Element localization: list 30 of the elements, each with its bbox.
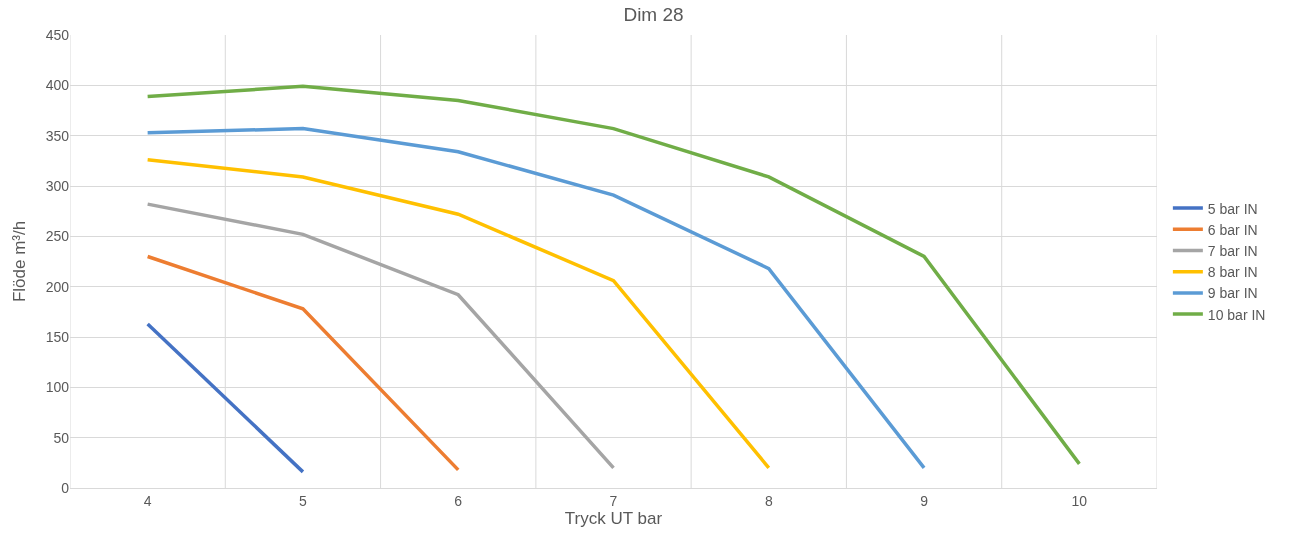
y-tick-label: 200 — [45, 278, 70, 295]
y-tick-label: 150 — [45, 328, 70, 345]
x-axis-title: Tryck UT bar — [564, 508, 663, 528]
x-tick-label: 4 — [143, 492, 152, 509]
chart-title: Dim 28 — [623, 4, 684, 26]
line-series — [145, 84, 1082, 466]
line-series — [145, 126, 926, 470]
x-tick-label: 5 — [299, 492, 308, 509]
x-tick-label: 8 — [764, 492, 773, 509]
y-tick-label: 450 — [45, 26, 70, 43]
legend-label: 10 bar IN — [1207, 306, 1266, 323]
legend-label: 6 bar IN — [1207, 221, 1258, 238]
y-axis-title: Flöde m³/h — [10, 220, 30, 303]
line-series — [145, 158, 771, 470]
line-series — [145, 202, 616, 470]
y-tick-label: 400 — [45, 77, 70, 94]
legend-label: 5 bar IN — [1207, 200, 1258, 217]
legend-label: 7 bar IN — [1207, 242, 1258, 259]
x-tick-label: 7 — [609, 492, 618, 509]
x-tick-label: 6 — [454, 492, 463, 509]
y-tick-label: 0 — [61, 479, 70, 496]
y-tick-label: 100 — [45, 379, 70, 396]
y-tick-label: 300 — [45, 177, 70, 194]
x-tick-label: 9 — [920, 492, 929, 509]
y-tick-label: 50 — [53, 429, 70, 446]
y-tick-label: 350 — [45, 127, 70, 144]
x-tick-label: 10 — [1071, 492, 1088, 509]
legend-label: 8 bar IN — [1207, 264, 1258, 281]
legend-label: 9 bar IN — [1207, 285, 1258, 302]
y-tick-label: 250 — [45, 228, 70, 245]
